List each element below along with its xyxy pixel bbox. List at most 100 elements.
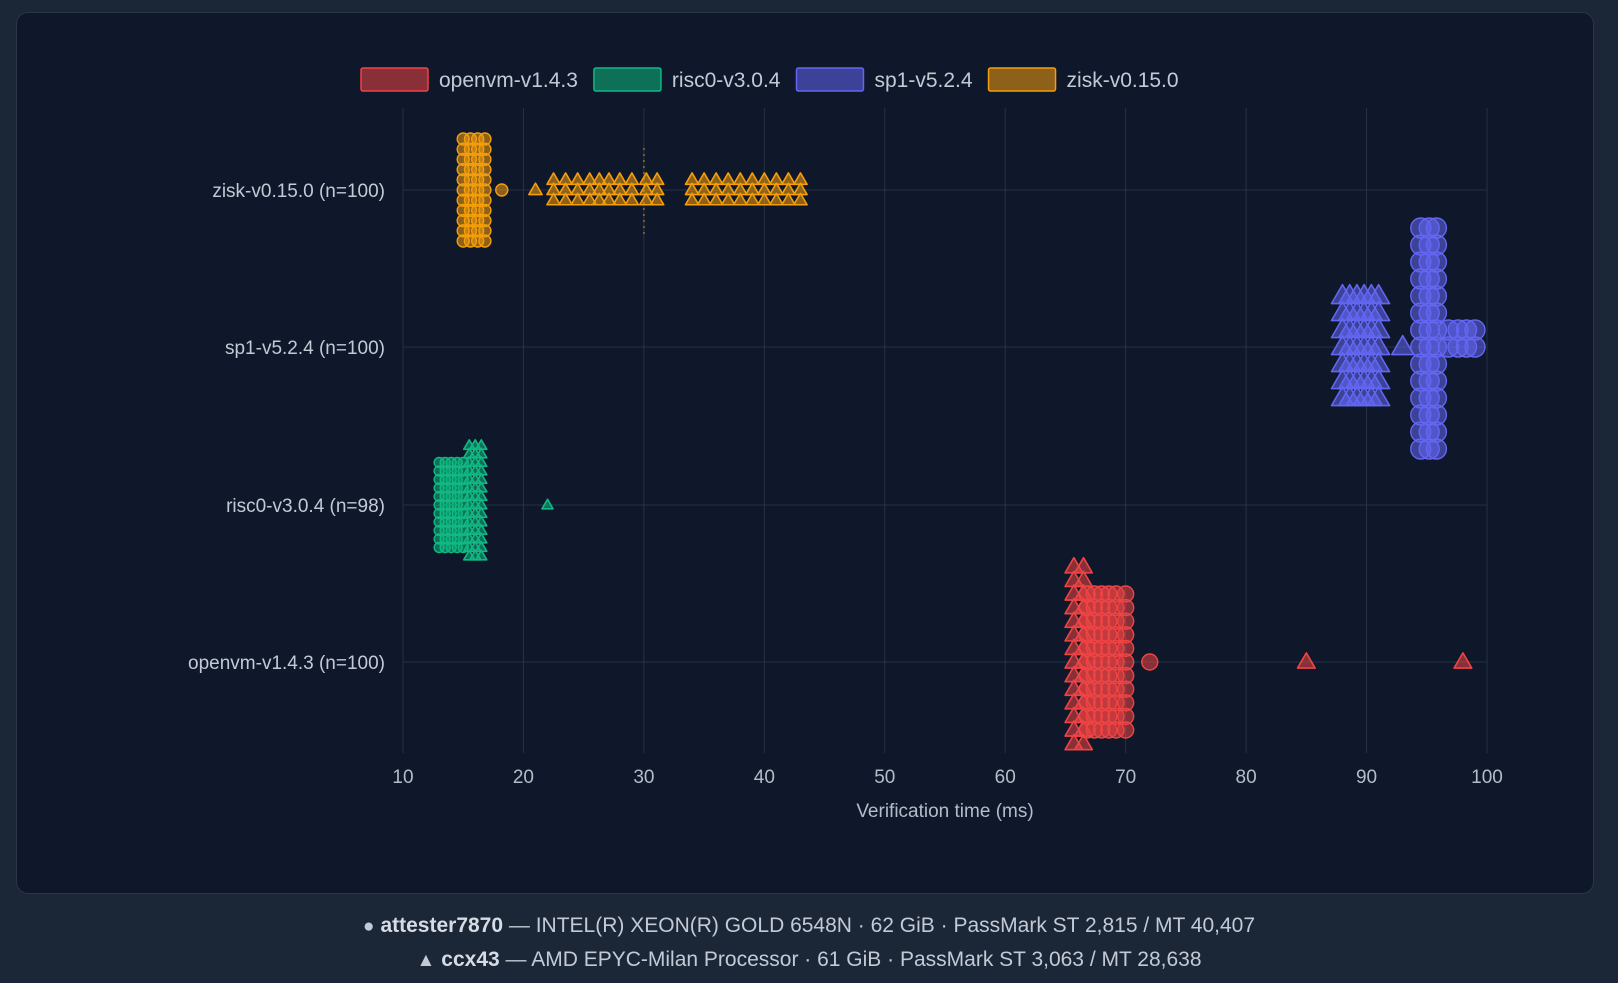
machine-details: — AMD EPYC-Milan Processor · 61 GiB · Pa… xyxy=(499,948,1202,971)
median-marker-dot xyxy=(642,172,645,174)
data-point-zisk-v0.15.0 xyxy=(624,192,640,206)
data-point-zisk-v0.15.0 xyxy=(684,192,700,206)
data-point-zisk-v0.15.0 xyxy=(478,132,492,146)
data-point-zisk-v0.15.0 xyxy=(793,192,808,206)
data-point-zisk-v0.15.0 xyxy=(732,172,748,186)
data-point-zisk-v0.15.0 xyxy=(649,192,665,206)
triangle-marker-icon: ▲ xyxy=(416,950,436,971)
legend-label: zisk-v0.15.0 xyxy=(1067,69,1179,92)
data-point-zisk-v0.15.0 xyxy=(591,172,607,186)
data-point-sp1-v5.2.4 xyxy=(1366,317,1391,339)
data-point-zisk-v0.15.0 xyxy=(612,172,628,186)
data-point-zisk-v0.15.0 xyxy=(582,192,598,206)
data-point-openvm-v1.4.3 xyxy=(1116,721,1135,739)
data-point-sp1-v5.2.4 xyxy=(1464,319,1486,341)
data-point-risc0-v3.0.4 xyxy=(474,447,488,459)
data-point-risc0-v3.0.4 xyxy=(474,438,488,451)
data-point-zisk-v0.15.0 xyxy=(591,192,607,206)
x-tick-label: 80 xyxy=(1236,767,1257,788)
data-point-risc0-v3.0.4 xyxy=(474,481,488,493)
legend-label: risc0-v3.0.4 xyxy=(672,69,781,92)
legend-swatch xyxy=(593,67,662,92)
data-point-zisk-v0.15.0 xyxy=(570,172,586,186)
data-point-sp1-v5.2.4 xyxy=(1366,283,1391,305)
data-point-risc0-v3.0.4 xyxy=(474,472,488,485)
data-point-sp1-v5.2.4 xyxy=(1390,334,1415,356)
data-point-risc0-v3.0.4 xyxy=(474,455,488,468)
x-tick-label: 100 xyxy=(1471,767,1503,788)
data-point-zisk-v0.15.0 xyxy=(720,172,736,186)
data-point-risc0-v3.0.4 xyxy=(474,464,488,476)
x-tick-label: 90 xyxy=(1356,767,1377,788)
data-point-risc0-v3.0.4 xyxy=(474,489,488,502)
data-point-zisk-v0.15.0 xyxy=(768,192,784,206)
y-category-label: sp1-v5.2.4 (n=100) xyxy=(225,338,385,359)
data-point-sp1-v5.2.4 xyxy=(1366,385,1391,407)
data-point-zisk-v0.15.0 xyxy=(601,192,617,206)
data-point-zisk-v0.15.0 xyxy=(756,172,772,186)
machine-info-ccx43: ▲ ccx43 — AMD EPYC-Milan Processor · 61 G… xyxy=(0,948,1618,972)
data-point-sp1-v5.2.4 xyxy=(1366,300,1391,322)
data-point-zisk-v0.15.0 xyxy=(570,192,586,206)
data-point-zisk-v0.15.0 xyxy=(781,192,796,206)
median-marker-dot xyxy=(642,160,645,162)
beeswarm-chart: 10 20 30 40 50 60 70 80 90 100 zisk-v0.15.0 (n=100… xyxy=(188,67,1503,822)
data-point-openvm-v1.4.3 xyxy=(1141,653,1159,671)
data-point-openvm-v1.4.3 xyxy=(1073,556,1094,574)
data-point-zisk-v0.15.0 xyxy=(720,192,736,206)
data-point-zisk-v0.15.0 xyxy=(696,192,712,206)
data-point-openvm-v1.4.3 xyxy=(1296,652,1316,669)
data-point-sp1-v5.2.4 xyxy=(1425,217,1448,239)
median-marker-dot xyxy=(642,208,645,210)
median-marker-dot xyxy=(642,148,645,150)
chart-panel: 10 20 30 40 50 60 70 80 90 100 zisk-v0.15.0 (n=100… xyxy=(16,12,1594,894)
data-point-zisk-v0.15.0 xyxy=(582,172,598,186)
median-marker-dot xyxy=(642,214,645,216)
data-point-zisk-v0.15.0 xyxy=(612,192,628,206)
median-marker-dot xyxy=(642,154,645,156)
data-point-zisk-v0.15.0 xyxy=(558,172,574,186)
data-point-zisk-v0.15.0 xyxy=(638,192,654,206)
legend-swatch xyxy=(360,67,429,92)
data-point-zisk-v0.15.0 xyxy=(558,192,574,206)
machine-details: — INTEL(R) XEON(R) GOLD 6548N · 62 GiB ·… xyxy=(503,914,1256,937)
data-point-zisk-v0.15.0 xyxy=(528,182,543,196)
median-marker-dot xyxy=(642,166,645,168)
data-point-zisk-v0.15.0 xyxy=(495,183,509,197)
x-tick-label: 60 xyxy=(995,767,1016,788)
x-tick-label: 30 xyxy=(633,767,654,788)
legend-swatch xyxy=(795,67,865,92)
data-point-sp1-v5.2.4 xyxy=(1425,438,1448,460)
x-tick-label: 50 xyxy=(874,767,895,788)
data-point-zisk-v0.15.0 xyxy=(744,172,760,186)
data-point-risc0-v3.0.4 xyxy=(541,498,554,510)
data-point-zisk-v0.15.0 xyxy=(793,172,808,186)
data-point-zisk-v0.15.0 xyxy=(624,172,640,186)
data-point-zisk-v0.15.0 xyxy=(546,172,561,186)
data-point-openvm-v1.4.3 xyxy=(1073,733,1094,751)
machine-name: ccx43 xyxy=(441,948,500,971)
data-point-zisk-v0.15.0 xyxy=(756,192,772,206)
legend-label: sp1-v5.2.4 xyxy=(874,69,972,92)
x-tick-label: 10 xyxy=(392,767,413,788)
median-marker-dot xyxy=(642,220,645,222)
data-point-zisk-v0.15.0 xyxy=(708,192,724,206)
data-point-zisk-v0.15.0 xyxy=(781,172,796,186)
data-point-zisk-v0.15.0 xyxy=(638,172,654,186)
data-point-zisk-v0.15.0 xyxy=(478,234,492,248)
data-point-zisk-v0.15.0 xyxy=(708,172,724,186)
data-point-zisk-v0.15.0 xyxy=(684,172,700,186)
median-marker-dot xyxy=(642,232,645,234)
circle-marker-icon: ● xyxy=(362,916,375,937)
x-tick-label: 70 xyxy=(1115,767,1136,788)
median-marker-dot xyxy=(642,226,645,228)
machine-info-attester: ● attester7870 — INTEL(R) XEON(R) GOLD 65… xyxy=(0,914,1618,938)
data-point-zisk-v0.15.0 xyxy=(744,192,760,206)
data-point-zisk-v0.15.0 xyxy=(649,172,665,186)
data-point-openvm-v1.4.3 xyxy=(1453,652,1473,669)
data-point-zisk-v0.15.0 xyxy=(768,172,784,186)
data-point-risc0-v3.0.4 xyxy=(474,549,488,561)
data-point-openvm-v1.4.3 xyxy=(1116,585,1135,603)
data-point-zisk-v0.15.0 xyxy=(732,192,748,206)
data-point-zisk-v0.15.0 xyxy=(696,172,712,186)
